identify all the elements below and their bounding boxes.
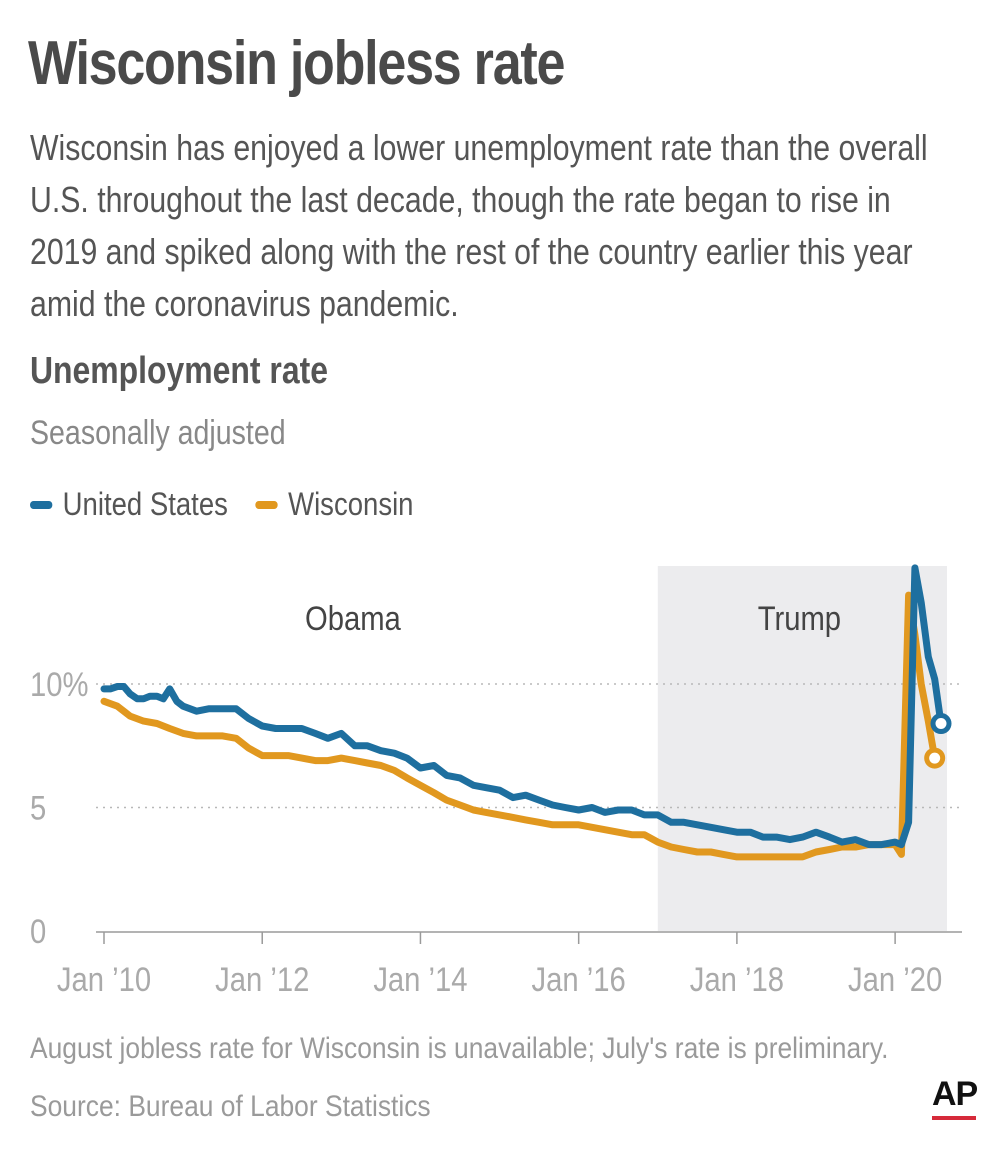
x-tick-label: Jan ’16 xyxy=(532,960,626,999)
x-tick-label: Jan ’18 xyxy=(690,960,784,999)
y-tick-label: 10% xyxy=(30,665,88,704)
x-tick-label: Jan ’10 xyxy=(57,960,151,999)
period-label-obama: Obama xyxy=(305,599,401,638)
legend-item-united-states: United States xyxy=(30,486,228,523)
series-line-wisconsin xyxy=(100,591,939,861)
x-tick-label: Jan ’12 xyxy=(215,960,309,999)
source-line: Source: Bureau of Labor Statistics xyxy=(30,1090,431,1123)
footnote: August jobless rate for Wisconsin is una… xyxy=(30,1032,889,1065)
intro-text: Wisconsin has enjoyed a lower unemployme… xyxy=(30,127,928,324)
legend-item-wisconsin: Wisconsin xyxy=(255,486,413,523)
ap-logo-bar xyxy=(932,1116,976,1120)
page-title: Wisconsin jobless rate xyxy=(28,29,565,98)
period-label-trump: Trump xyxy=(758,599,841,638)
chart-subtitle: Unemployment rate xyxy=(30,350,328,392)
chart-legend: United States Wisconsin xyxy=(30,486,441,523)
legend-label-wisconsin: Wisconsin xyxy=(288,486,414,522)
legend-label-united-states: United States xyxy=(62,486,228,522)
series-endpoint-united-states xyxy=(930,713,952,735)
series-line-united-states xyxy=(100,564,945,849)
y-tick-label: 0 xyxy=(30,912,46,951)
ap-logo: AP xyxy=(932,1076,978,1120)
legend-swatch-united-states xyxy=(30,500,53,509)
legend-swatch-wisconsin xyxy=(255,500,278,509)
series-endpoint-wisconsin xyxy=(924,747,946,769)
y-tick-label: 5 xyxy=(30,788,46,827)
chart-subnote: Seasonally adjusted xyxy=(30,414,286,452)
period-shade-trump xyxy=(657,566,947,931)
x-tick-label: Jan ’20 xyxy=(848,960,942,999)
ap-logo-text: AP xyxy=(932,1075,978,1113)
x-tick-label: Jan ’14 xyxy=(373,960,467,999)
unemployment-line-chart: Obama Trump 0 5 10% Jan ’10 Jan ’12 Jan ’14 Jan … xyxy=(30,564,962,999)
